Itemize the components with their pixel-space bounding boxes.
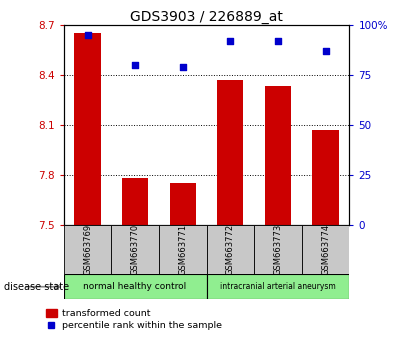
Bar <box>111 225 159 274</box>
Bar <box>122 178 148 225</box>
Bar <box>206 274 349 299</box>
Text: disease state: disease state <box>4 282 69 292</box>
Bar <box>217 80 243 225</box>
Text: GSM663769: GSM663769 <box>83 224 92 275</box>
Text: GSM663770: GSM663770 <box>131 224 140 275</box>
Point <box>132 62 139 68</box>
Bar <box>302 225 349 274</box>
Point <box>84 32 91 38</box>
Legend: transformed count, percentile rank within the sample: transformed count, percentile rank withi… <box>46 309 222 330</box>
Point <box>275 38 281 44</box>
Bar <box>265 86 291 225</box>
Point <box>322 48 329 53</box>
Text: intracranial arterial aneurysm: intracranial arterial aneurysm <box>220 282 336 291</box>
Bar <box>206 225 254 274</box>
Text: GSM663774: GSM663774 <box>321 224 330 275</box>
Bar <box>254 225 302 274</box>
Text: normal healthy control: normal healthy control <box>83 282 187 291</box>
Point <box>180 64 186 70</box>
Text: GSM663773: GSM663773 <box>273 224 282 275</box>
Bar <box>312 130 339 225</box>
Bar <box>64 274 206 299</box>
Text: GSM663772: GSM663772 <box>226 224 235 275</box>
Bar <box>170 183 196 225</box>
Bar <box>74 33 101 225</box>
Bar <box>64 225 111 274</box>
Title: GDS3903 / 226889_at: GDS3903 / 226889_at <box>130 10 283 24</box>
Point <box>227 38 233 44</box>
Text: GSM663771: GSM663771 <box>178 224 187 275</box>
Bar <box>159 225 206 274</box>
